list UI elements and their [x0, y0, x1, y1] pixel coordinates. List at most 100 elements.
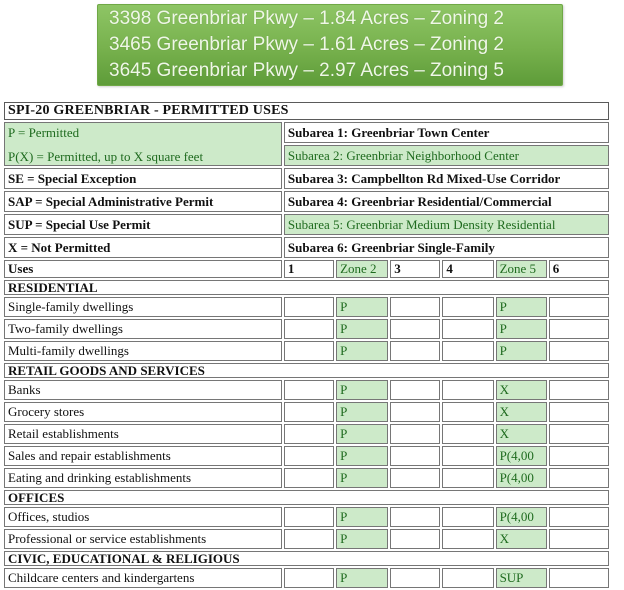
col-header-6: 6 — [548, 260, 609, 278]
empty-cell — [442, 446, 494, 466]
legend-row-4: SAP = Special Administrative Permit Suba… — [4, 191, 609, 212]
table-row: Single-family dwellings P P — [4, 297, 609, 317]
empty-cell — [390, 341, 441, 361]
empty-cell — [390, 402, 441, 422]
table-row: Two-family dwellings P P — [4, 319, 609, 339]
zone2-cell: P — [336, 529, 389, 549]
empty-cell — [548, 297, 609, 317]
uses-header: Uses — [4, 260, 282, 278]
empty-cell — [442, 468, 494, 488]
section-header-row: CIVIC, EDUCATIONAL & RELIGIOUS — [4, 551, 609, 566]
empty-cell — [390, 319, 441, 339]
empty-cell — [548, 568, 609, 588]
zone2-cell: P — [336, 297, 389, 317]
table-row: Grocery stores P X — [4, 402, 609, 422]
empty-cell — [283, 529, 335, 549]
use-cell: Single-family dwellings — [4, 297, 282, 317]
col-header-zone2: Zone 2 — [336, 260, 389, 278]
empty-cell — [390, 568, 441, 588]
empty-cell — [283, 297, 335, 317]
use-cell: Banks — [4, 380, 282, 400]
zone5-cell: P — [495, 319, 547, 339]
legend-row-1: P = Permitted P(X) = Permitted, up to X … — [4, 122, 609, 166]
empty-cell — [548, 319, 609, 339]
empty-cell — [442, 319, 494, 339]
zone2-cell: P — [336, 468, 389, 488]
section-title-offices: OFFICES — [4, 490, 609, 505]
subarea-5-label: Subarea 5: Greenbriar Medium Density Res… — [283, 214, 609, 235]
zone2-cell: P — [336, 568, 389, 588]
table-row: Professional or service establishments P… — [4, 529, 609, 549]
legend-permitted-cell: P = Permitted P(X) = Permitted, up to X … — [4, 122, 282, 166]
address-line-3: 3645 Greenbriar Pkwy – 2.97 Acres – Zoni… — [109, 60, 505, 81]
zone5-cell: P — [495, 297, 547, 317]
zone5-cell: X — [495, 380, 547, 400]
section-header-row: RESIDENTIAL — [4, 280, 609, 295]
empty-cell — [283, 380, 335, 400]
empty-cell — [283, 341, 335, 361]
empty-cell — [442, 568, 494, 588]
zone5-cell: P — [495, 341, 547, 361]
empty-cell — [442, 380, 494, 400]
legend-row-2: Subarea 2: Greenbriar Neighborhood Cente… — [4, 145, 609, 166]
zone2-cell: P — [336, 341, 389, 361]
table-title: SPI-20 GREENBRIAR - PERMITTED USES — [4, 102, 609, 120]
use-cell: Professional or service establishments — [4, 529, 282, 549]
empty-cell — [390, 424, 441, 444]
empty-cell — [548, 507, 609, 527]
legend-item-not-permitted: X = Not Permitted — [4, 237, 282, 258]
address-line-1: 3398 Greenbriar Pkwy – 1.84 Acres – Zoni… — [109, 8, 505, 29]
table-row: Retail establishments P X — [4, 424, 609, 444]
subarea-6-label: Subarea 6: Greenbriar Single-Family — [283, 237, 609, 258]
legend-row-6: X = Not Permitted Subarea 6: Greenbriar … — [4, 237, 609, 258]
subarea-3-label: Subarea 3: Campbellton Rd Mixed-Use Corr… — [283, 168, 609, 189]
zone5-cell: SUP — [495, 568, 547, 588]
col-header-3: 3 — [390, 260, 441, 278]
legend-item-permitted-upto: P(X) = Permitted, up to X square feet — [8, 149, 204, 164]
zone5-cell: X — [495, 402, 547, 422]
legend-row-3: SE = Special Exception Subarea 3: Campbe… — [4, 168, 609, 189]
section-title-civic: CIVIC, EDUCATIONAL & RELIGIOUS — [4, 551, 609, 566]
use-cell: Childcare centers and kindergartens — [4, 568, 282, 588]
legend-item-permitted: P = Permitted — [8, 125, 80, 140]
permitted-uses-table: SPI-20 GREENBRIAR - PERMITTED USES P = P… — [2, 100, 611, 590]
zone2-cell: P — [336, 446, 389, 466]
table-row: Banks P X — [4, 380, 609, 400]
empty-cell — [283, 468, 335, 488]
empty-cell — [442, 529, 494, 549]
empty-cell — [283, 568, 335, 588]
empty-cell — [442, 297, 494, 317]
section-title-retail: RETAIL GOODS AND SERVICES — [4, 363, 609, 378]
empty-cell — [283, 507, 335, 527]
zone2-cell: P — [336, 380, 389, 400]
empty-cell — [548, 446, 609, 466]
col-header-zone5: Zone 5 — [495, 260, 547, 278]
empty-cell — [390, 297, 441, 317]
address-banner: 3398 Greenbriar Pkwy – 1.84 Acres – Zoni… — [97, 4, 563, 86]
zone2-cell: P — [336, 402, 389, 422]
use-cell: Eating and drinking establishments — [4, 468, 282, 488]
zone2-cell: P — [336, 507, 389, 527]
section-header-row: OFFICES — [4, 490, 609, 505]
empty-cell — [390, 507, 441, 527]
zone2-cell: P — [336, 424, 389, 444]
empty-cell — [548, 468, 609, 488]
legend-row-5: SUP = Special Use Permit Subarea 5: Gree… — [4, 214, 609, 235]
empty-cell — [548, 341, 609, 361]
title-row: SPI-20 GREENBRIAR - PERMITTED USES — [4, 102, 609, 120]
empty-cell — [283, 319, 335, 339]
subarea-1-label: Subarea 1: Greenbriar Town Center — [283, 122, 609, 143]
empty-cell — [390, 529, 441, 549]
use-cell: Retail establishments — [4, 424, 282, 444]
table-row: Offices, studios P P(4,00 — [4, 507, 609, 527]
empty-cell — [442, 424, 494, 444]
use-cell: Multi-family dwellings — [4, 341, 282, 361]
use-cell: Grocery stores — [4, 402, 282, 422]
use-cell: Sales and repair establishments — [4, 446, 282, 466]
table-row: Sales and repair establishments P P(4,00 — [4, 446, 609, 466]
table-row: Childcare centers and kindergartens P SU… — [4, 568, 609, 588]
legend-item-special-exception: SE = Special Exception — [4, 168, 282, 189]
empty-cell — [390, 446, 441, 466]
col-header-1: 1 — [283, 260, 335, 278]
zone5-cell: P(4,00 — [495, 446, 547, 466]
